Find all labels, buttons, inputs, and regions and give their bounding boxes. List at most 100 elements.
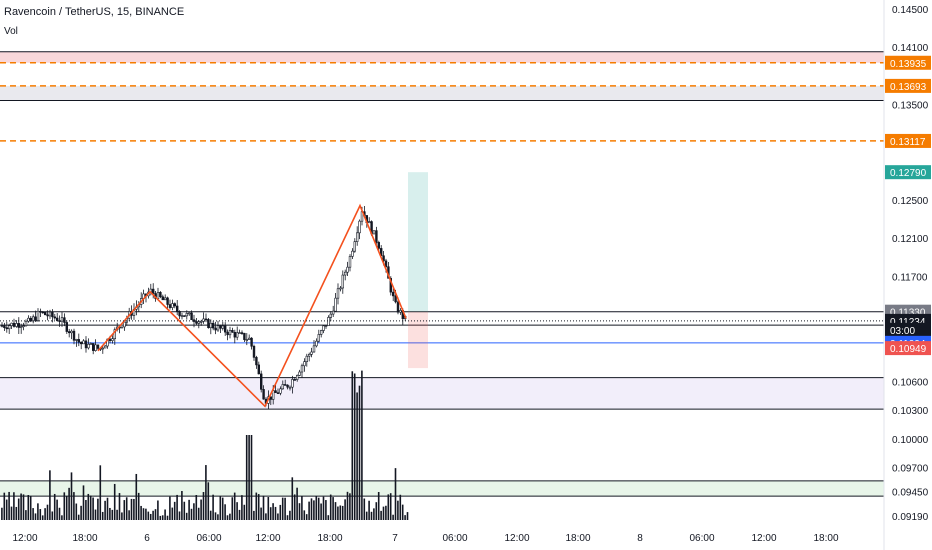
candle-body [3, 325, 6, 328]
x-tick-label: 06:00 [196, 533, 221, 544]
volume-bar [101, 511, 104, 520]
candle-body [293, 379, 296, 381]
candle-body [92, 343, 95, 351]
candle-body [288, 386, 292, 389]
candle-body [24, 320, 28, 326]
price-tag-bg [885, 165, 931, 180]
candle-body [358, 220, 361, 234]
volume-bar [159, 515, 162, 520]
candle-body [63, 317, 66, 323]
candle-body [236, 332, 239, 338]
volume-bar [317, 497, 320, 520]
position-stop-zone [408, 311, 428, 369]
candle-body [96, 344, 100, 349]
volume-bar [375, 502, 378, 520]
candle-body [300, 365, 304, 373]
candle-body [173, 303, 176, 307]
volume-bar [370, 511, 373, 520]
y-tick-label: 0.14500 [892, 5, 929, 16]
candle-body [84, 340, 88, 349]
volume-bar [205, 465, 207, 520]
position-target-zone [408, 172, 428, 312]
volume-bar [368, 500, 370, 520]
candle-body [384, 260, 388, 268]
candle-body [10, 322, 13, 326]
volume-bar [87, 493, 90, 520]
volume-bar [341, 505, 344, 520]
volume-bar [245, 435, 248, 520]
volume-bar [89, 495, 92, 520]
volume-bar [305, 514, 308, 520]
candle-body [113, 329, 117, 340]
x-tick-label: 18:00 [565, 533, 590, 544]
volume-legend[interactable]: Vol [4, 26, 18, 37]
candle-body [166, 297, 169, 305]
volume-bar [92, 497, 94, 520]
volume-bar [193, 503, 195, 520]
candle-body [197, 321, 200, 324]
volume-bar [56, 499, 58, 520]
candle-body [291, 379, 294, 388]
symbol-title: Ravencoin / TetherUS, 15, BINANCE [4, 6, 185, 18]
y-tick-label: 0.12500 [892, 196, 929, 207]
volume-bar [125, 497, 128, 520]
volume-bar [183, 501, 186, 520]
volume-bar [41, 515, 44, 520]
volume-bar [27, 495, 30, 520]
candle-body [80, 341, 83, 345]
volume-bar [229, 513, 231, 520]
volume-bar [334, 502, 337, 520]
volume-bar [106, 497, 109, 520]
volume-bar [171, 507, 174, 520]
candle-body [123, 321, 126, 328]
volume-bar [166, 515, 169, 520]
candle-body [104, 345, 107, 349]
candle-body [27, 317, 30, 322]
volume-bar [394, 468, 397, 520]
candle-body [346, 266, 349, 273]
candle-body [240, 332, 244, 334]
volume-bar [320, 503, 322, 520]
volume-bar [207, 482, 210, 520]
candle-body [250, 337, 253, 347]
y-tick-label: 0.09450 [892, 487, 929, 498]
candle-body [298, 371, 301, 376]
volume-bar [77, 514, 80, 520]
candle-body [101, 347, 105, 350]
volume-bar [116, 509, 118, 520]
volume-bar [142, 508, 145, 520]
x-tick-label: 12:00 [255, 533, 280, 544]
symbol-legend[interactable]: Ravencoin / TetherUS, 15, BINANCE [4, 6, 184, 18]
volume-bar [34, 513, 37, 520]
y-tick-label: 0.09700 [892, 463, 929, 474]
volume-bar [65, 495, 68, 520]
candle-body [312, 345, 316, 353]
volume-bar [37, 503, 39, 520]
volume-bar [236, 502, 238, 520]
volume-bar [169, 496, 171, 520]
volume-bar [272, 503, 274, 520]
candle-body [60, 317, 64, 322]
price-tag-bg [885, 133, 931, 148]
candle-body [202, 318, 205, 322]
volume-bar [284, 497, 286, 520]
candle-body [245, 339, 248, 341]
volume-bar [181, 491, 183, 520]
volume-bar [212, 494, 214, 520]
volume-bar [322, 496, 325, 520]
candle-body [185, 313, 188, 317]
volume-bar [39, 509, 42, 520]
candle-body [396, 301, 400, 313]
candle-body [12, 322, 16, 327]
candle-body [219, 325, 222, 329]
candle-body [195, 321, 198, 324]
y-tick-label: 0.12100 [892, 234, 929, 245]
candle-body [15, 323, 18, 327]
candle-body [168, 304, 172, 308]
volume-bar [111, 509, 114, 520]
candle-body [399, 310, 402, 313]
volume-bar [121, 512, 123, 520]
volume-bar [255, 492, 258, 520]
